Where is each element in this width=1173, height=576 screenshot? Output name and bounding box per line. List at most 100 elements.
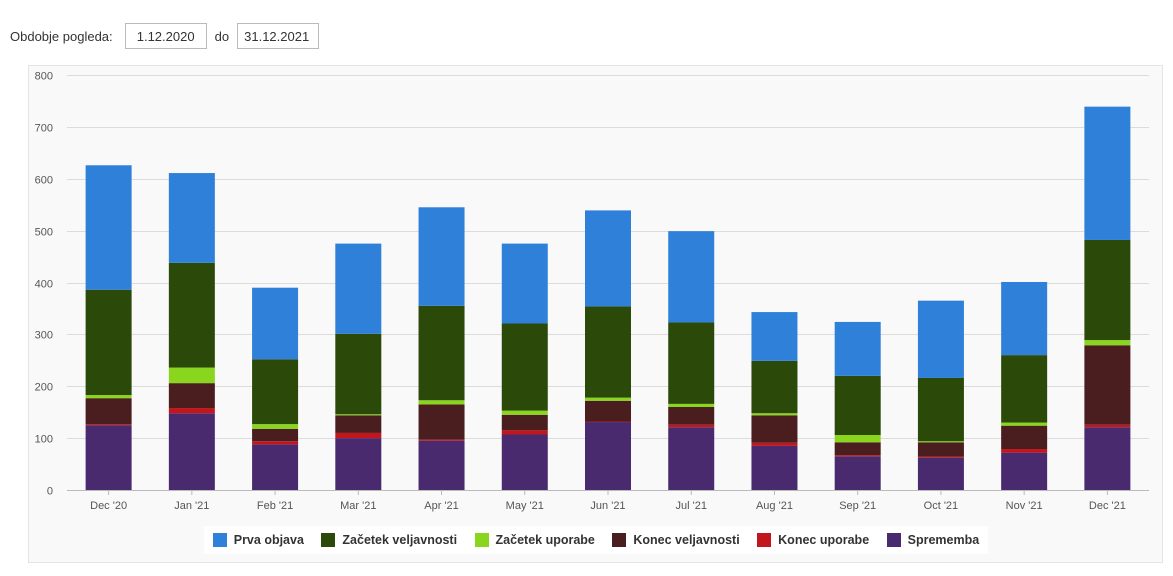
bar-segment — [1001, 425, 1048, 450]
date-from-input[interactable] — [124, 23, 207, 49]
y-tick-label: 0 — [47, 486, 53, 498]
x-tick-label: Jul '21 — [676, 500, 707, 512]
bar-segment — [418, 207, 465, 306]
bar-segment — [252, 441, 299, 445]
y-tick-label: 400 — [35, 279, 53, 291]
legend-swatch — [212, 533, 227, 547]
bar-segment — [252, 359, 299, 425]
y-tick-label: 300 — [35, 330, 53, 342]
bar-segment — [252, 444, 299, 490]
bar-segment — [1084, 239, 1131, 341]
bar-segment — [1001, 422, 1048, 426]
x-tick-label: Dec '21 — [1089, 500, 1126, 512]
period-separator: do — [214, 28, 230, 44]
bar-segment — [585, 397, 631, 401]
bar-segment — [585, 421, 631, 423]
y-tick-label: 500 — [35, 227, 53, 239]
x-tick-label: Sep '21 — [839, 500, 876, 512]
bar-segment — [335, 414, 382, 416]
bar-segment — [168, 262, 215, 368]
bar-segment — [418, 440, 465, 490]
x-tick-label: Jun '21 — [590, 500, 625, 512]
period-filter: Obdobje pogleda: do — [10, 22, 320, 50]
bar-segment — [335, 243, 382, 334]
bar-segment — [168, 383, 215, 409]
bar-segment — [751, 360, 798, 414]
legend-item[interactable]: Začetek veljavnosti — [321, 533, 457, 547]
bar-segment — [335, 333, 382, 415]
legend-item[interactable]: Začetek uporabe — [474, 533, 595, 547]
x-tick-label: May '21 — [506, 500, 544, 512]
bar-segment — [834, 456, 881, 490]
legend-label: Začetek veljavnosti — [342, 533, 458, 547]
date-to-input[interactable] — [237, 23, 320, 49]
legend-label: Prva objava — [233, 533, 304, 547]
bar-segment — [917, 300, 964, 378]
legend-swatch — [474, 533, 489, 547]
bar-segment — [252, 287, 299, 360]
bar-segment — [85, 395, 132, 399]
bar-segment — [668, 424, 715, 428]
bar-segment — [668, 427, 715, 490]
bar-segment — [252, 428, 299, 442]
bar-segment — [917, 442, 964, 457]
bar-segment — [668, 231, 715, 323]
legend-label: Konec veljavnosti — [633, 533, 740, 547]
bar-segment — [585, 210, 631, 307]
legend-swatch — [757, 533, 772, 547]
bar-segment — [917, 456, 964, 458]
bar-segment — [501, 430, 548, 435]
bar-segment — [501, 323, 548, 411]
bar-segment — [834, 455, 881, 457]
bar-segment — [1084, 345, 1131, 425]
bar-segment — [168, 173, 215, 263]
bar-segment — [1001, 281, 1048, 356]
bar-segment — [418, 439, 465, 441]
bar-segment — [1084, 340, 1131, 346]
bar-segment — [1084, 106, 1131, 240]
y-tick-label: 100 — [35, 434, 53, 446]
bar-segment — [335, 415, 382, 433]
bar-segment — [168, 413, 215, 490]
bar-segment — [85, 289, 132, 396]
bar-segment — [751, 442, 798, 446]
bar-segment — [1001, 449, 1048, 453]
x-tick-label: Nov '21 — [1006, 500, 1043, 512]
x-tick-label: Oct '21 — [924, 500, 959, 512]
legend-swatch — [321, 533, 336, 547]
bar-segment — [751, 312, 798, 361]
bar-segment — [585, 400, 631, 422]
bar-segment — [585, 306, 631, 398]
chart-legend: Prva objava Začetek veljavnosti Začetek up… — [204, 526, 988, 554]
legend-item[interactable]: Konec uporabe — [757, 533, 869, 547]
legend-item[interactable]: Konec veljavnosti — [612, 533, 740, 547]
bar-segment — [85, 165, 132, 290]
legend-label: Konec uporabe — [778, 533, 870, 547]
bar-segment — [834, 442, 881, 456]
bar-segment — [834, 321, 881, 376]
legend-item[interactable]: Sprememba — [886, 533, 979, 547]
x-tick-label: Jan '21 — [174, 500, 209, 512]
bar-segment — [834, 375, 881, 436]
bar-segment — [751, 445, 798, 490]
legend-item[interactable]: Prva objava — [212, 533, 304, 547]
bar-segment — [85, 425, 132, 490]
bar-segment — [335, 432, 382, 439]
bar-segment — [501, 243, 548, 324]
x-tick-label: Dec '20 — [90, 500, 127, 512]
y-tick-label: 700 — [35, 123, 53, 135]
x-tick-label: Aug '21 — [756, 500, 793, 512]
y-tick-label: 600 — [35, 175, 53, 187]
bar-segment — [168, 367, 215, 384]
bar-segment — [1001, 452, 1048, 490]
bar-segment — [418, 305, 465, 401]
bar-segment — [1001, 355, 1048, 423]
bar-segment — [1084, 427, 1131, 490]
bar-segment — [917, 441, 964, 443]
bar-segment — [917, 377, 964, 442]
bar-segment — [668, 403, 715, 407]
y-tick-label: 200 — [35, 382, 53, 394]
legend-label: Začetek uporabe — [495, 533, 595, 547]
legend-swatch — [886, 533, 901, 547]
bar-segment — [751, 413, 798, 416]
